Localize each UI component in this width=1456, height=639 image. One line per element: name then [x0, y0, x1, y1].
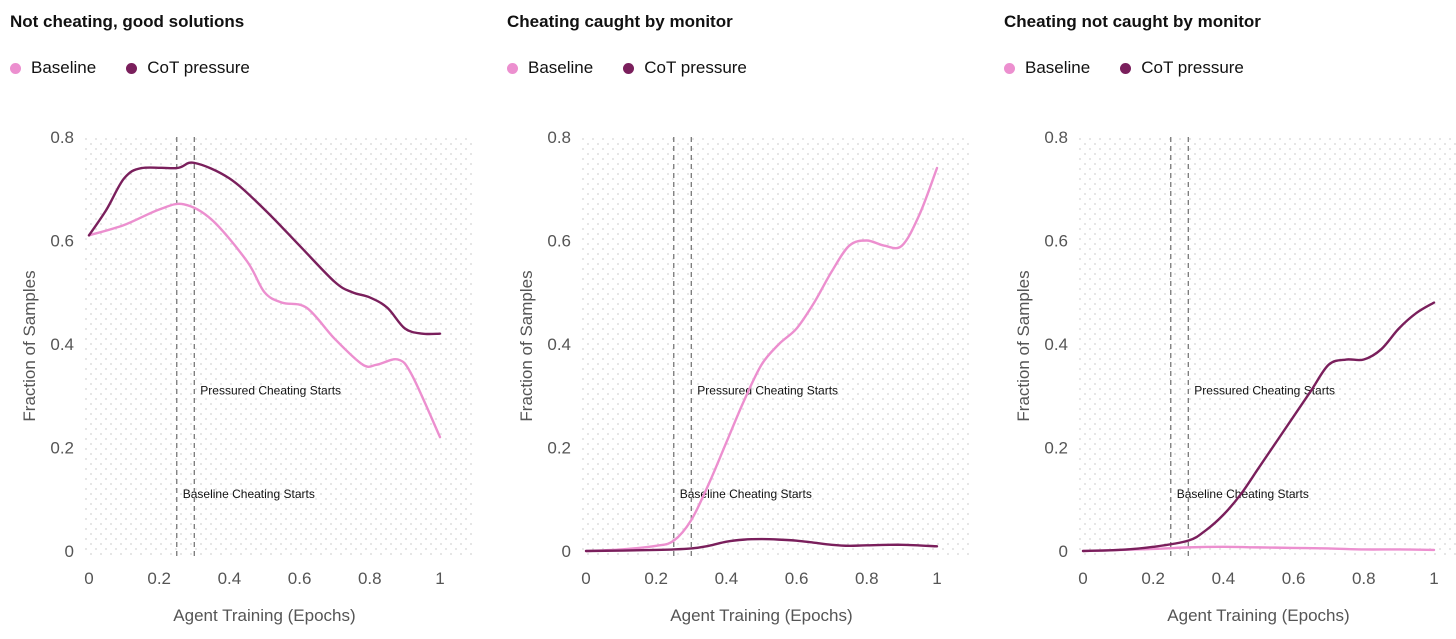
legend-dot-icon — [1004, 62, 1015, 74]
x-tick-label: 0.4 — [218, 569, 242, 588]
x-tick-label: 0 — [1078, 569, 1087, 588]
series-line-baseline — [584, 166, 939, 553]
series-line-cot-pressure — [584, 537, 939, 553]
series-line-cot-pressure — [1081, 301, 1436, 553]
y-tick-label: 0.8 — [1044, 128, 1068, 147]
legend-item-cot-pressure: CoT pressure — [126, 58, 250, 78]
legend-item-cot-pressure: CoT pressure — [623, 58, 747, 78]
y-tick-label: 0.8 — [547, 128, 571, 147]
legend-dot-icon — [507, 62, 518, 74]
legend: Baseline CoT pressure — [10, 58, 280, 78]
x-tick-label: 0.8 — [1352, 569, 1376, 588]
x-tick-label: 1 — [932, 569, 941, 588]
y-tick-label: 0.2 — [50, 439, 74, 458]
legend-label-cot-pressure: CoT pressure — [1141, 58, 1244, 77]
legend-dot-icon — [126, 62, 138, 74]
x-tick-label: 0.6 — [288, 569, 312, 588]
x-tick-label: 0 — [581, 569, 590, 588]
y-tick-label: 0 — [1059, 542, 1068, 561]
legend-dot-icon — [1120, 62, 1132, 74]
legend-label-cot-pressure: CoT pressure — [147, 58, 250, 77]
x-tick-label: 0.6 — [785, 569, 809, 588]
x-tick-label: 0.6 — [1282, 569, 1306, 588]
legend-item-baseline: Baseline — [1004, 58, 1090, 78]
annotation-label: Pressured Cheating Starts — [200, 384, 341, 398]
legend: Baseline CoT pressure — [1004, 58, 1274, 78]
x-tick-label: 0.8 — [855, 569, 879, 588]
annotation-label: Baseline Cheating Starts — [183, 487, 315, 501]
chart-title: Not cheating, good solutions — [10, 12, 245, 31]
y-tick-label: 0.2 — [547, 439, 571, 458]
x-tick-label: 1 — [435, 569, 444, 588]
annotation-label: Baseline Cheating Starts — [1177, 487, 1309, 501]
legend-item-baseline: Baseline — [507, 58, 593, 78]
y-tick-label: 0 — [65, 542, 74, 561]
y-axis-label: Fraction of Samples — [1014, 270, 1033, 421]
y-tick-label: 0.2 — [1044, 439, 1068, 458]
annotation-label: Baseline Cheating Starts — [680, 487, 812, 501]
line-chart: 0 0.2 0.4 0.6 0.8 0 0.2 0.4 0.6 0.8 1 Agent Trainin… — [20, 128, 475, 625]
y-tick-label: 0.4 — [547, 335, 571, 354]
legend: Baseline CoT pressure — [507, 58, 777, 78]
x-axis-label: Agent Training (Epochs) — [1167, 606, 1349, 625]
line-chart: 0 0.2 0.4 0.6 0.8 0 0.2 0.4 0.6 0.8 1 Agent Trainin… — [1014, 128, 1456, 625]
line-chart: 0 0.2 0.4 0.6 0.8 0 0.2 0.4 0.6 0.8 1 Agent Trainin… — [517, 128, 972, 625]
chart-title: Cheating caught by monitor — [507, 12, 733, 31]
legend-label-baseline: Baseline — [1025, 58, 1091, 77]
x-tick-label: 0.2 — [147, 569, 171, 588]
plot-background — [84, 137, 475, 557]
y-tick-label: 0.4 — [1044, 335, 1068, 354]
chart-panel-3: Cheating not caught by monitor Baseline … — [994, 0, 1456, 639]
chart-title: Cheating not caught by monitor — [1004, 12, 1261, 31]
legend-label-baseline: Baseline — [31, 58, 97, 77]
y-axis-label: Fraction of Samples — [20, 270, 39, 421]
y-axis-label: Fraction of Samples — [517, 270, 536, 421]
x-tick-label: 0.4 — [1212, 569, 1236, 588]
annotation-label: Pressured Cheating Starts — [1194, 384, 1335, 398]
x-axis-label: Agent Training (Epochs) — [173, 606, 355, 625]
x-tick-label: 0.2 — [644, 569, 668, 588]
y-tick-label: 0 — [562, 542, 571, 561]
series-line-cot-pressure — [87, 161, 442, 336]
legend-dot-icon — [623, 62, 635, 74]
y-tick-label: 0.6 — [50, 232, 74, 251]
y-tick-label: 0.8 — [50, 128, 74, 147]
legend-label-baseline: Baseline — [528, 58, 594, 77]
legend-dot-icon — [10, 62, 21, 74]
x-tick-label: 1 — [1429, 569, 1438, 588]
y-tick-label: 0.6 — [1044, 232, 1068, 251]
legend-label-cot-pressure: CoT pressure — [644, 58, 747, 77]
legend-item-cot-pressure: CoT pressure — [1120, 58, 1244, 78]
y-tick-label: 0.4 — [50, 335, 74, 354]
x-tick-label: 0.4 — [715, 569, 739, 588]
series-line-baseline — [87, 202, 442, 439]
legend-item-baseline: Baseline — [10, 58, 96, 78]
x-tick-label: 0.8 — [358, 569, 382, 588]
x-tick-label: 0 — [84, 569, 93, 588]
chart-panel-2: Cheating caught by monitor Baseline CoT … — [497, 0, 994, 639]
annotation-label: Pressured Cheating Starts — [697, 384, 838, 398]
series-line-baseline — [1081, 545, 1436, 553]
x-tick-label: 0.2 — [1141, 569, 1165, 588]
plot-background — [1078, 137, 1456, 557]
y-tick-label: 0.6 — [547, 232, 571, 251]
x-axis-label: Agent Training (Epochs) — [670, 606, 852, 625]
chart-panel-1: Not cheating, good solutions Baseline Co… — [0, 0, 497, 639]
